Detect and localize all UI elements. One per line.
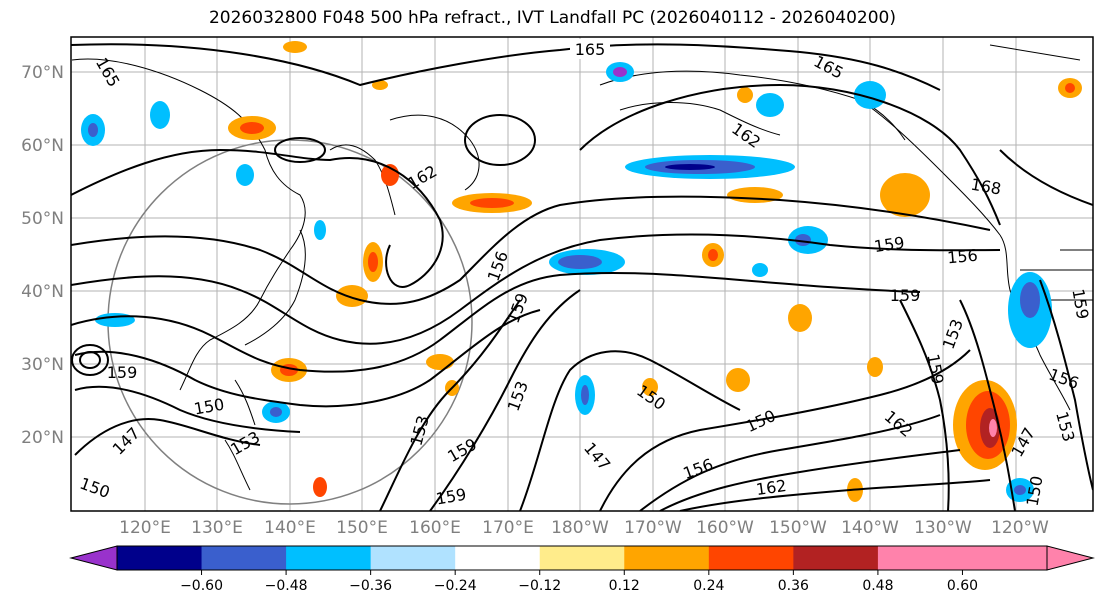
fill-blob xyxy=(372,80,388,90)
fill-blob xyxy=(880,173,930,217)
lon-label: 170°W xyxy=(624,518,682,538)
fill-blob xyxy=(989,419,997,437)
colorbar-segment xyxy=(201,546,287,570)
colorbar-tick-label: 0.60 xyxy=(947,578,978,594)
colorbar-segment xyxy=(708,546,794,570)
lat-label: 50°N xyxy=(21,209,64,229)
contour-label: 165 xyxy=(575,40,606,59)
map-frame xyxy=(70,36,1094,512)
fill-blob xyxy=(752,263,768,277)
fill-blob xyxy=(368,252,378,272)
lon-label: 130°E xyxy=(191,518,243,538)
colorbar-tick-label: −0.24 xyxy=(434,578,477,594)
colorbar-extend-right xyxy=(1046,545,1095,571)
fill-blob xyxy=(558,255,602,269)
colorbar-extend-left xyxy=(69,545,118,571)
fill-blob xyxy=(726,368,750,392)
colorbar-segment xyxy=(455,546,541,570)
lon-label: 150°E xyxy=(336,518,388,538)
fill-blob xyxy=(665,164,715,170)
colorbar-tick-label: 0.48 xyxy=(862,578,893,594)
refractivity-anomaly-fills xyxy=(81,41,1082,502)
colorbar-tick-label: −0.36 xyxy=(349,578,392,594)
lat-label: 30°N xyxy=(21,355,64,375)
fill-blob xyxy=(795,234,811,246)
contour-label: 159 xyxy=(890,286,921,305)
lat-label: 40°N xyxy=(21,282,64,302)
lon-label: 120°E xyxy=(119,518,171,538)
lat-label: 60°N xyxy=(21,136,64,156)
contour-label: 162 xyxy=(755,476,788,499)
fill-blob xyxy=(283,41,307,53)
lon-label: 130°W xyxy=(914,518,972,538)
colorbar-segment xyxy=(117,546,203,570)
fill-blob xyxy=(236,164,254,186)
longitude-labels: 120°E 130°E 140°E 150°E 160°E 170°E 180°… xyxy=(119,518,1049,538)
fill-blob xyxy=(95,313,135,327)
lon-label: 170°E xyxy=(482,518,534,538)
colorbar-segment xyxy=(286,546,372,570)
fill-blob xyxy=(88,123,98,137)
lon-label: 160°E xyxy=(409,518,461,538)
contour-closed-rings xyxy=(71,114,536,376)
fill-blob xyxy=(150,101,170,129)
colorbar-tick-label: −0.60 xyxy=(180,578,223,594)
map-panel xyxy=(70,36,1094,512)
fill-blob xyxy=(336,285,368,307)
colorbar: −0.60 −0.48 −0.36 −0.24 −0.12 0.12 0.24 0.36 0.4… xyxy=(69,545,1095,594)
fill-blob xyxy=(314,220,326,240)
colorbar-segment xyxy=(539,546,625,570)
lon-label: 140°E xyxy=(264,518,316,538)
fill-blob xyxy=(240,122,264,134)
fill-blob xyxy=(270,407,282,417)
fill-blob xyxy=(737,87,753,103)
lon-label: 140°W xyxy=(841,518,899,538)
lat-label: 20°N xyxy=(21,428,64,448)
fill-blob xyxy=(581,385,589,405)
colorbar-segment xyxy=(370,546,456,570)
fill-blob xyxy=(1065,83,1075,93)
contour-label: 156 xyxy=(946,246,978,268)
fill-blob xyxy=(1014,485,1026,495)
colorbar-tick-label: 0.36 xyxy=(778,578,809,594)
colorbar-segment xyxy=(793,546,879,570)
fill-blob xyxy=(1020,282,1040,318)
lon-label: 120°W xyxy=(991,518,1049,538)
colorbar-segment xyxy=(962,546,1048,570)
colorbar-tick-label: −0.48 xyxy=(265,578,308,594)
colorbar-tick-label: 0.24 xyxy=(693,578,724,594)
latitude-labels: 70°N 60°N 50°N 40°N 30°N 20°N xyxy=(21,63,64,448)
colorbar-tick-label: 0.12 xyxy=(609,578,640,594)
lon-label: 180°W xyxy=(551,518,609,538)
fill-blob xyxy=(854,81,886,109)
lat-label: 70°N xyxy=(21,63,64,83)
colorbar-frame xyxy=(116,545,1048,571)
geopotential-contours xyxy=(71,43,1093,511)
fill-blob xyxy=(642,378,658,396)
colorbar-segment xyxy=(624,546,710,570)
fill-blob xyxy=(470,198,514,208)
fill-blob xyxy=(867,357,883,377)
contour-label: 159 xyxy=(873,233,906,256)
fill-blob xyxy=(313,477,327,497)
lon-label: 150°W xyxy=(769,518,827,538)
map-title: 2026032800 F048 500 hPa refract., IVT La… xyxy=(208,8,896,28)
contour-label: 159 xyxy=(107,363,138,382)
fill-blob xyxy=(756,93,784,117)
fill-blob xyxy=(788,304,812,332)
fill-blob xyxy=(426,354,454,370)
colorbar-tick-label: −0.12 xyxy=(518,578,561,594)
colorbar-segment xyxy=(877,546,963,570)
lon-label: 160°W xyxy=(696,518,754,538)
fill-blob xyxy=(613,67,627,77)
fill-blob xyxy=(708,249,718,261)
